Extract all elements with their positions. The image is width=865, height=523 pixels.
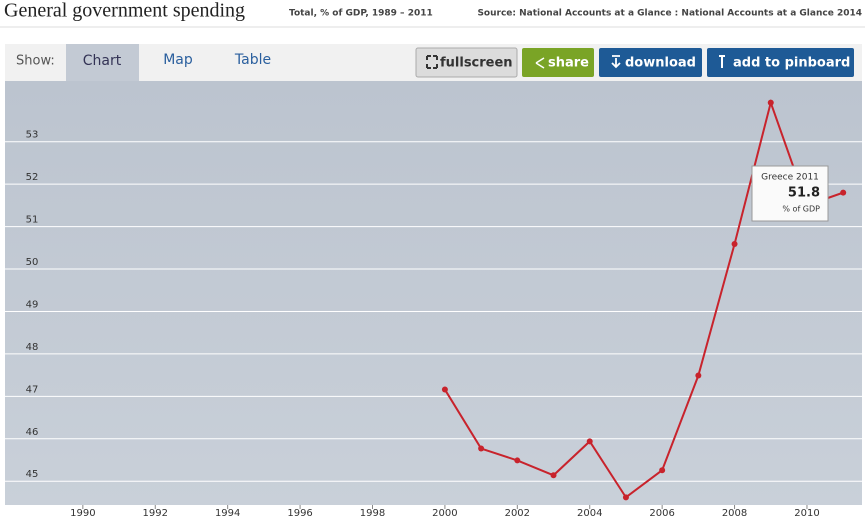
button-text[interactable]: add to pinboard: [733, 56, 850, 71]
data-point: [659, 467, 666, 474]
source: Source: National Accounts at a Glance : …: [477, 9, 862, 19]
button-text[interactable]: share: [548, 56, 589, 71]
icon: [611, 55, 621, 69]
data-point: [840, 189, 847, 196]
y-tick-label: 53: [26, 130, 39, 141]
data-point: [695, 372, 702, 379]
button[interactable]: [707, 48, 854, 77]
plot-area: [5, 81, 862, 505]
button[interactable]: [522, 48, 594, 77]
x-tick-label: 1990: [70, 508, 95, 519]
tab[interactable]: Table: [234, 52, 271, 68]
x-tick-label: 2002: [505, 508, 530, 519]
data-line: [444, 99, 844, 499]
plot: 45 46 47 48 49 50 51 52 53 1990 1992 1994 1996 1998 20…: [5, 99, 862, 519]
y-tick-label: 49: [26, 299, 39, 310]
x-tick-label: 1992: [143, 508, 168, 519]
y-tick-label: 46: [26, 427, 39, 438]
icon: [535, 57, 545, 69]
title: General government spending: [4, 0, 245, 22]
tooltip-value: 51.8: [788, 186, 820, 201]
y-tick-label: 50: [26, 257, 39, 268]
tab[interactable]: Map: [163, 52, 193, 68]
button[interactable]: [415, 47, 518, 78]
data-point: [622, 494, 629, 501]
x-tick-label: 1996: [287, 508, 312, 519]
button-text[interactable]: fullscreen: [440, 56, 513, 71]
y-tick-label: 51: [26, 215, 39, 226]
y-tick-label: 47: [26, 384, 39, 395]
y-tick-label: 48: [26, 342, 39, 353]
x-tick-label: 2008: [722, 508, 747, 519]
x-tick-label: 1998: [360, 508, 385, 519]
data-point: [550, 472, 557, 479]
data-point: [441, 386, 448, 393]
show-label: Show:: [16, 54, 55, 69]
y-tick-label: 52: [26, 172, 39, 183]
button-text[interactable]: download: [625, 56, 696, 71]
tooltip: Greece 2011 51.8 % of GDP: [751, 165, 829, 222]
x-tick-label: 2006: [649, 508, 674, 519]
data-point: [514, 457, 521, 464]
x-tick-label: 1994: [215, 508, 240, 519]
icon: [719, 55, 725, 68]
x-tick-label: 2010: [794, 508, 819, 519]
tooltip-box: [751, 165, 829, 222]
data-point: [731, 240, 738, 247]
y-tick-label: 45: [26, 469, 39, 480]
button[interactable]: [599, 48, 702, 77]
x-tick-label: 2000: [432, 508, 457, 519]
x-tick-label: 2004: [577, 508, 602, 519]
data-point: [767, 99, 774, 106]
data-point: [586, 438, 593, 445]
data-point: [478, 445, 485, 452]
tooltip-label: Greece 2011: [761, 173, 819, 183]
tab[interactable]: Chart: [83, 53, 122, 69]
icon: [426, 55, 438, 69]
tooltip-unit: % of GDP: [782, 205, 820, 214]
tab-active[interactable]: [66, 44, 139, 81]
subtitle: Total, % of GDP, 1989 – 2011: [289, 9, 433, 19]
